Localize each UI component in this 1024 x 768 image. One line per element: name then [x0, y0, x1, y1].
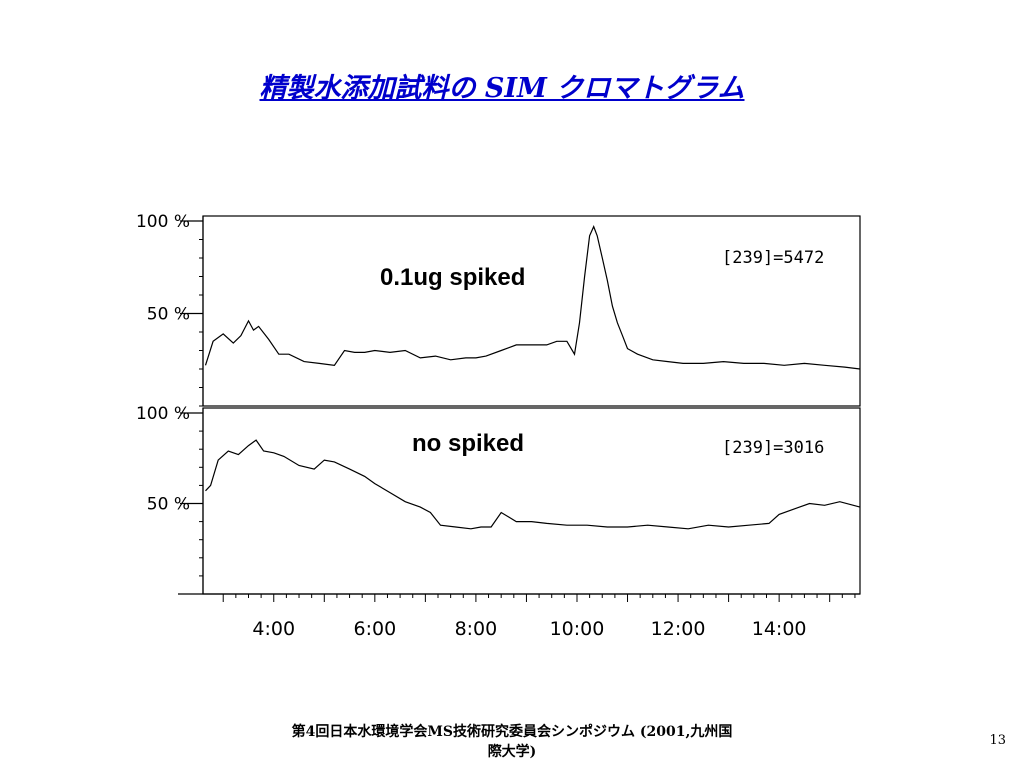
x-tick-label: 6:00 [353, 618, 396, 640]
x-tick-label: 4:00 [252, 618, 295, 640]
ion-label-bottom: [239]=3016 [722, 438, 824, 458]
x-tick-label: 12:00 [651, 618, 706, 640]
ion-label-top: [239]=5472 [722, 248, 824, 268]
annotation-no-spiked: no spiked [412, 430, 524, 457]
footer-citation: 第4回日本水環境学会MS技術研究委員会シンポジウム (2001,九州国 際大学) [252, 722, 772, 762]
series-line-bottom [205, 439, 861, 530]
annotation-spiked: 0.1ug spiked [380, 264, 525, 291]
plot-frame-bottom [202, 407, 861, 595]
chromatogram-panel-bottom: 100 % 50 % 4:00 6:00 8:00 10:00 12:00 14:00 no… [136, 404, 861, 640]
chromatogram-panel-top: 100 % 50 % 0.1ug spiked [239]=5472 [136, 212, 861, 407]
y-tick-label-top: 100 % [136, 212, 190, 232]
x-tick-label: 10:00 [550, 618, 605, 640]
y-tick-label-top: 50 % [147, 305, 190, 325]
y-tick-label-bottom: 50 % [147, 495, 190, 515]
slide-title: 精製水添加試料の SIM クロマトグラム [259, 73, 745, 104]
y-tick-label-bottom: 100 % [136, 404, 190, 424]
x-tick-label: 14:00 [752, 618, 807, 640]
footer-line-2: 際大学) [487, 744, 537, 760]
plot-frame-top [202, 215, 861, 407]
x-tick-label: 8:00 [455, 618, 498, 640]
footer-line-1: 第4回日本水環境学会MS技術研究委員会シンポジウム (2001,九州国 [291, 724, 733, 740]
series-line-top [204, 225, 861, 370]
page-number: 13 [989, 733, 1006, 748]
